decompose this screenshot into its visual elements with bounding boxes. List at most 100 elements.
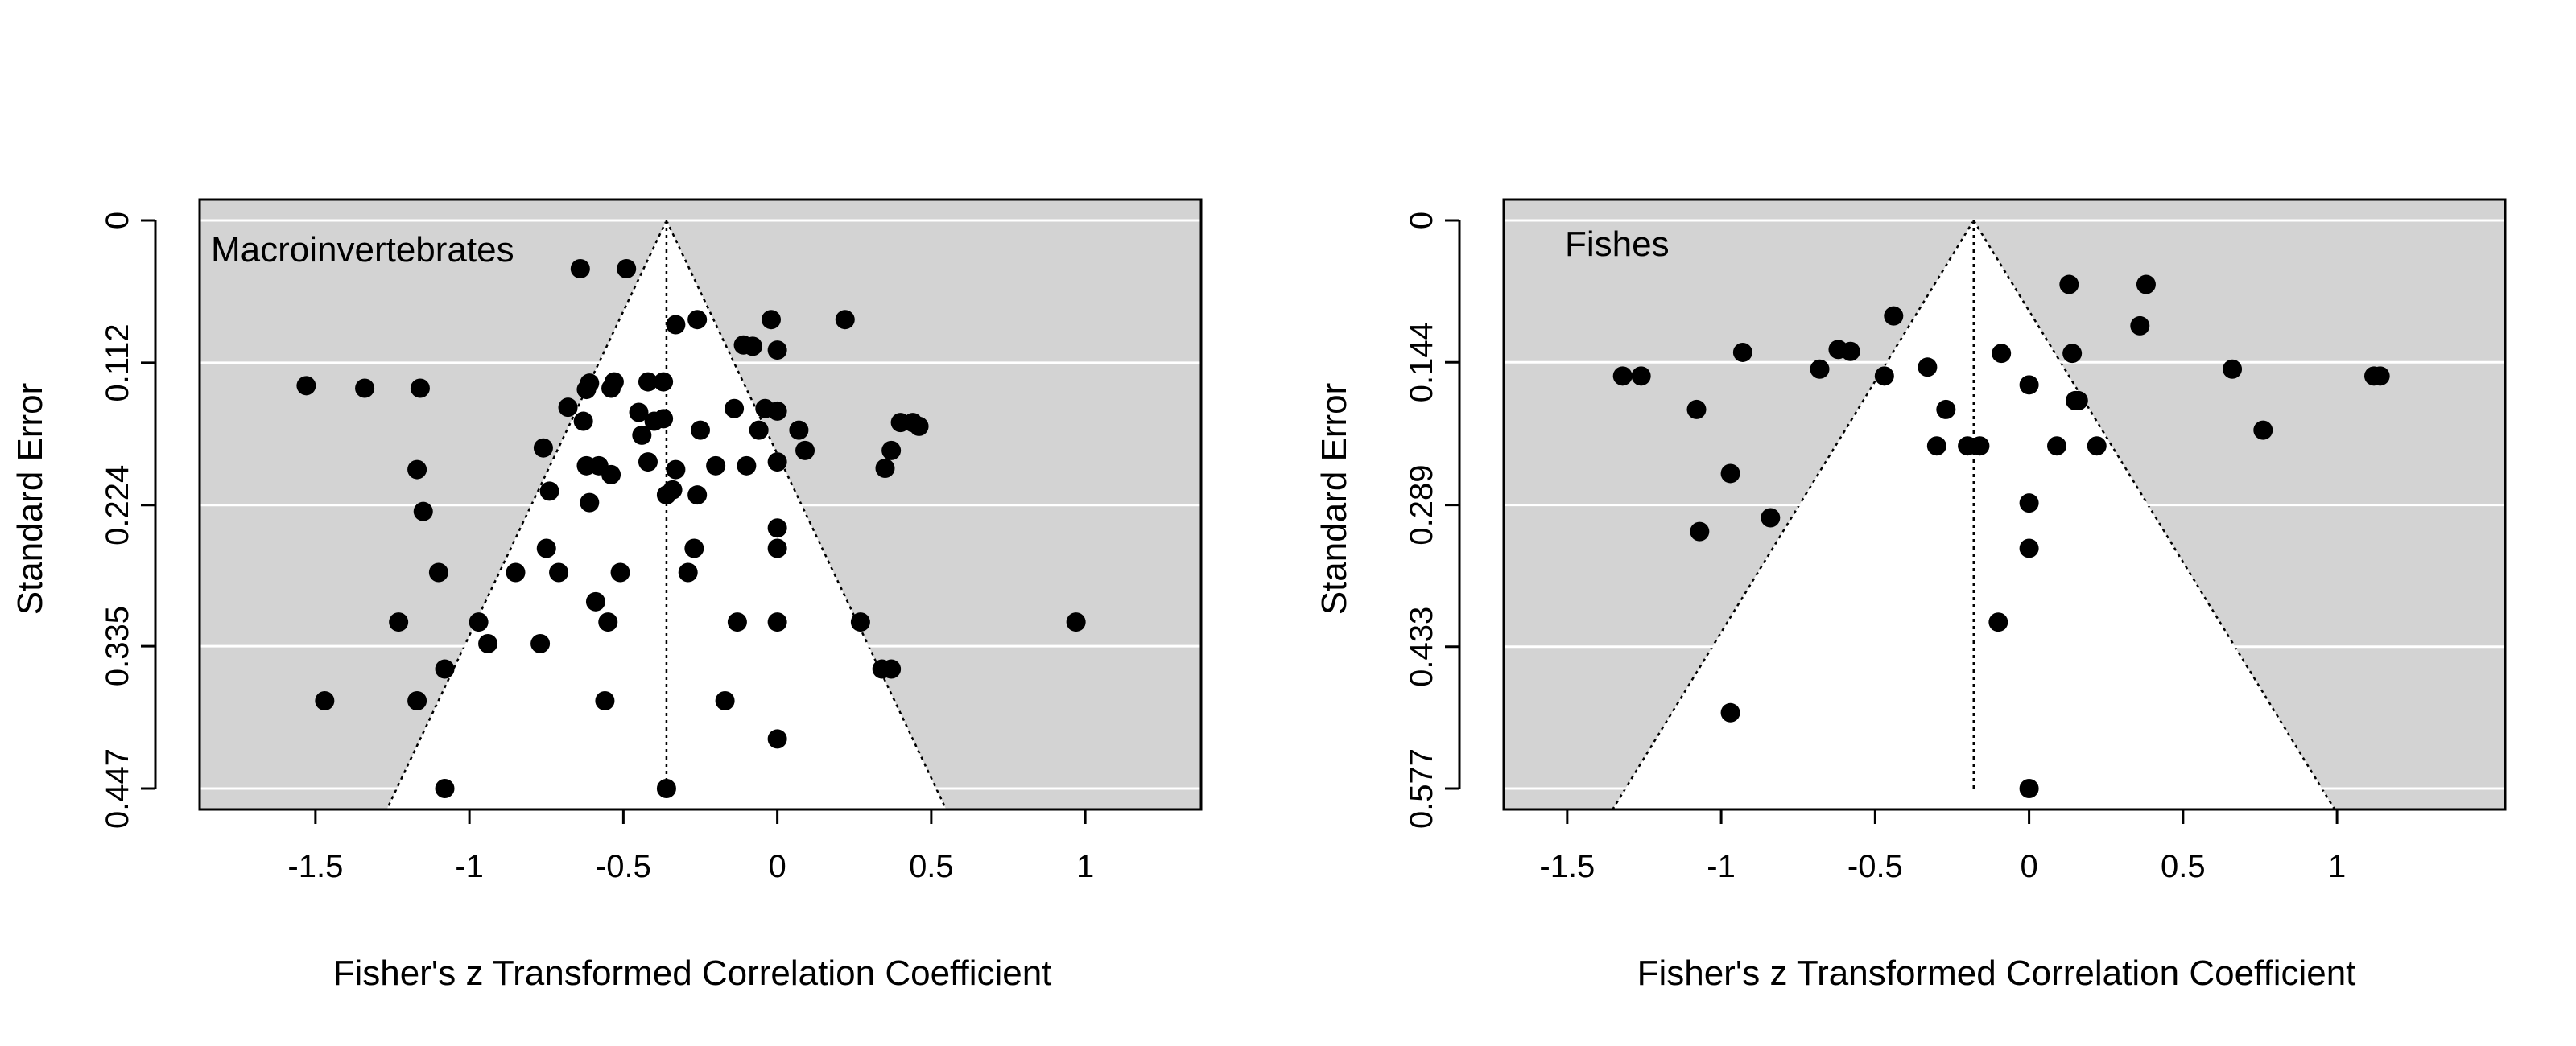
data-point — [1761, 508, 1781, 528]
data-point — [629, 402, 649, 422]
data-point — [2019, 493, 2039, 513]
data-point — [706, 455, 726, 476]
data-point — [2062, 344, 2083, 364]
data-point — [638, 452, 658, 472]
data-point — [654, 372, 674, 392]
data-point — [835, 310, 855, 330]
data-point — [2019, 779, 2039, 798]
y-axis-title: Standard Error — [10, 383, 50, 616]
data-point — [2130, 315, 2150, 336]
data-point — [743, 336, 763, 356]
data-point — [533, 438, 553, 458]
x-tick-label: -1 — [1707, 849, 1736, 884]
data-point — [428, 562, 448, 583]
y-tick-label: 0.289 — [1404, 465, 1439, 546]
data-point — [1840, 341, 1860, 361]
x-tick-label: 0.5 — [2161, 849, 2206, 884]
data-point — [875, 458, 895, 478]
x-tick-label: 0 — [769, 849, 786, 884]
x-tick-label: -1 — [455, 849, 484, 884]
data-point — [539, 481, 559, 501]
data-point — [435, 779, 455, 798]
data-point — [2087, 436, 2107, 456]
y-tick-label: 0.144 — [1404, 322, 1439, 402]
x-axis-title: Fisher's z Transformed Correlation Coeff… — [333, 953, 1052, 993]
data-point — [598, 612, 618, 632]
y-tick-label: 0.224 — [100, 465, 135, 546]
data-point — [656, 779, 676, 798]
y-tick-label: 0.577 — [1404, 748, 1439, 829]
data-point — [666, 459, 686, 480]
data-point — [2068, 390, 2088, 410]
data-point — [536, 538, 556, 558]
data-point — [1926, 436, 1946, 456]
data-point — [767, 518, 787, 538]
data-point — [727, 612, 747, 632]
data-point — [2370, 366, 2390, 386]
data-point — [1810, 359, 1830, 379]
data-point — [2059, 274, 2079, 294]
data-point — [601, 378, 621, 398]
data-point — [2047, 436, 2067, 456]
data-point — [789, 420, 809, 440]
data-point — [2136, 274, 2156, 294]
data-point — [435, 659, 455, 679]
fishes-panel: -1.5 -1 -0.5 0 0.5 1 0 0.144 0.289 0.433 0.577 Fi… — [1315, 198, 2507, 993]
funnel-left-boundary — [386, 220, 668, 810]
funnel-region — [1612, 220, 2335, 809]
data-point — [767, 729, 787, 749]
data-point — [666, 315, 686, 335]
data-point — [638, 372, 658, 392]
x-tick-label: -0.5 — [596, 849, 651, 884]
data-point — [691, 420, 710, 440]
data-point — [506, 562, 526, 583]
y-axis-title: Standard Error — [1315, 383, 1354, 616]
x-tick-label: -0.5 — [1847, 849, 1903, 884]
x-tick-label: 0.5 — [909, 849, 954, 884]
plot-frame — [1502, 198, 2507, 811]
x-tick-label: 0 — [2020, 849, 2037, 884]
funnel-right-boundary — [665, 220, 947, 810]
macroinvertebrates-panel: -1.5 -1 -0.5 0 0.5 1 0 0.112 0.224 0.335 0.447 Ma… — [10, 198, 1203, 993]
data-point — [1720, 702, 1740, 723]
plot-frame — [198, 198, 1203, 811]
y-tick-label: 0.112 — [100, 323, 135, 402]
data-point — [549, 562, 569, 583]
data-point — [749, 420, 769, 440]
data-point — [617, 259, 637, 279]
data-point — [580, 492, 600, 513]
data-point — [737, 455, 757, 476]
y-tick-label: 0 — [1404, 212, 1439, 229]
data-point — [2223, 359, 2243, 379]
x-axis-title: Fisher's z Transformed Correlation Coeff… — [1637, 953, 2356, 993]
data-point — [1918, 357, 1938, 377]
x-tick-label: 1 — [2328, 849, 2346, 884]
data-point — [715, 691, 735, 711]
y-tick-label: 0.447 — [100, 748, 135, 829]
data-point — [2253, 420, 2273, 440]
data-point — [410, 378, 430, 398]
data-point — [389, 612, 409, 632]
x-tick-label: -1.5 — [1539, 849, 1595, 884]
data-point — [767, 612, 787, 632]
data-point — [585, 591, 605, 612]
data-point — [881, 440, 902, 460]
data-point — [355, 378, 375, 398]
data-point — [610, 562, 630, 583]
data-point — [656, 485, 676, 505]
data-point — [1992, 344, 2012, 364]
data-point — [767, 401, 787, 421]
data-point — [595, 691, 615, 711]
data-point — [1720, 463, 1740, 484]
data-point — [1936, 399, 1956, 419]
data-point — [407, 691, 427, 711]
data-point — [558, 397, 578, 418]
data-point — [573, 411, 593, 431]
data-point — [761, 310, 781, 330]
data-point — [654, 409, 674, 429]
data-point — [478, 633, 498, 653]
data-point — [1970, 436, 1990, 456]
data-point — [1631, 366, 1651, 386]
data-point — [576, 380, 597, 400]
